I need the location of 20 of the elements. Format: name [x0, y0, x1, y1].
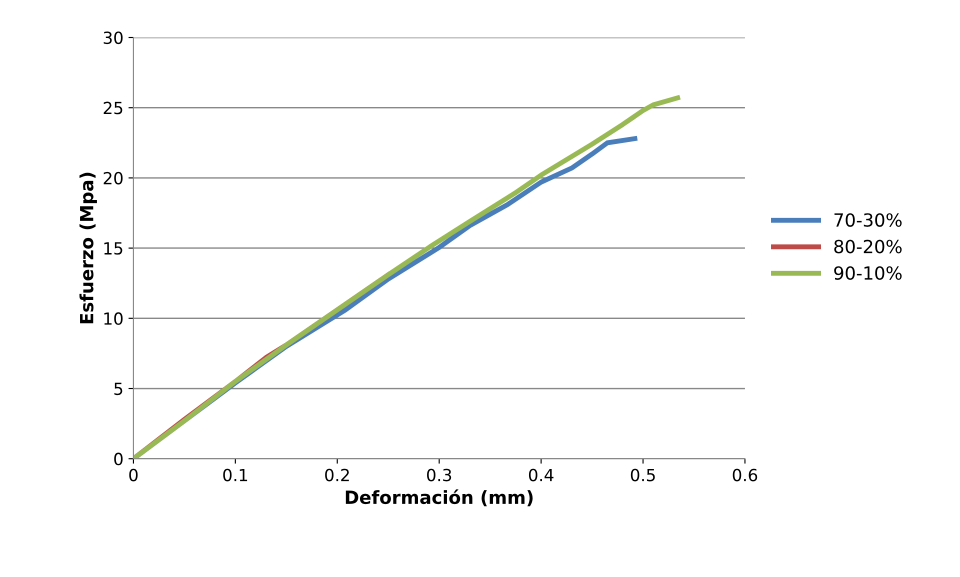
x-axis-title: Deformación (mm)	[346, 489, 533, 506]
legend-label: 70-30%	[834, 213, 902, 227]
y-tick-label: 15	[104, 242, 122, 255]
y-axis-title: Esfuerzo (Mpa)	[79, 172, 97, 324]
x-tick-label: 0	[129, 468, 138, 482]
y-tick-label: 0	[114, 452, 123, 466]
legend-label: 90-10%	[834, 266, 902, 280]
y-tick-label: 10	[104, 312, 123, 325]
x-tick-label: 0.5	[630, 468, 655, 482]
x-tick-label: 0.3	[427, 468, 452, 482]
y-tick-label: 30	[104, 31, 123, 44]
y-tick-label: 25	[104, 102, 122, 114]
x-tick-label: 0.6	[732, 468, 758, 482]
x-tick-label: 0.2	[325, 468, 349, 482]
y-tick-label: 20	[104, 172, 123, 184]
line-series	[133, 95, 680, 459]
legend-label: 80-20%	[834, 240, 902, 254]
x-tick-label: 0.1	[223, 468, 248, 482]
y-tick-label: 5	[114, 382, 122, 396]
x-tick-label: 0.4	[528, 468, 554, 482]
